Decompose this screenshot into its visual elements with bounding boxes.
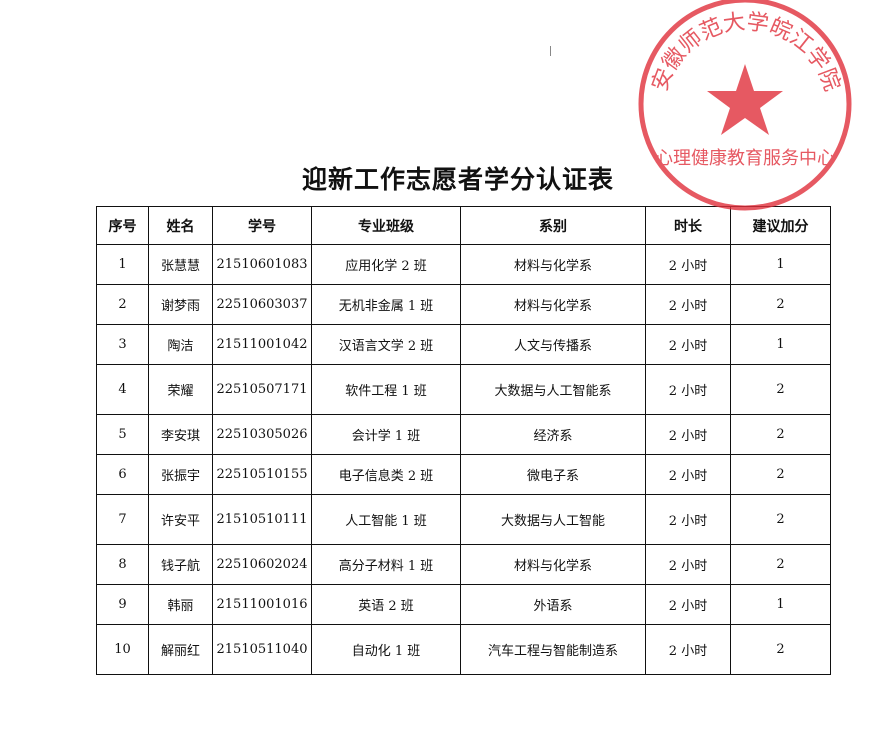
name-cell: 许安平 <box>148 494 213 545</box>
class-cell: 会计学 1 班 <box>311 414 461 455</box>
department-cell: 材料与化学系 <box>460 544 646 585</box>
class-cell: 英语 2 班 <box>311 584 461 625</box>
name-cell: 谢梦雨 <box>148 284 213 325</box>
index-cell: 2 <box>96 284 149 325</box>
duration-cell: 2 小时 <box>645 324 731 365</box>
department-cell: 材料与化学系 <box>460 244 646 285</box>
credit-table: 序号 姓名 学号 专业班级 系别 时长 建议加分 1 张慧慧 21510601083 应用化学 2… <box>96 206 831 675</box>
text-cursor <box>550 46 551 56</box>
index-cell: 3 <box>96 324 149 365</box>
class-cell: 软件工程 1 班 <box>311 364 461 415</box>
index-cell: 1 <box>96 244 149 285</box>
duration-cell: 2 小时 <box>645 454 731 495</box>
student-id-cell: 22510305026 <box>212 414 312 455</box>
column-header: 序号 <box>96 206 149 245</box>
table-row: 8 钱子航 22510602024 高分子材料 1 班材料与化学系 2 小时 2 <box>96 544 831 585</box>
table-row: 2 谢梦雨 22510603037 无机非金属 1 班材料与化学系 2 小时 2 <box>96 284 831 325</box>
duration-cell: 2 小时 <box>645 414 731 455</box>
department-cell: 经济系 <box>460 414 646 455</box>
department-cell: 汽车工程与智能制造系 <box>460 624 646 675</box>
class-cell: 高分子材料 1 班 <box>311 544 461 585</box>
department-cell: 大数据与人工智能 <box>460 494 646 545</box>
seal-top-text: 安徽师范大学皖江学院 <box>648 10 845 95</box>
credit-cell: 2 <box>730 454 831 495</box>
duration-cell: 2 小时 <box>645 624 731 675</box>
table-header-row: 序号 姓名 学号 专业班级 系别 时长 建议加分 <box>96 206 831 245</box>
class-cell: 自动化 1 班 <box>311 624 461 675</box>
student-id-cell: 22510507171 <box>212 364 312 415</box>
duration-cell: 2 小时 <box>645 284 731 325</box>
credit-cell: 2 <box>730 284 831 325</box>
document-title: 迎新工作志愿者学分认证表 <box>301 165 614 194</box>
name-cell: 钱子航 <box>148 544 213 585</box>
index-cell: 8 <box>96 544 149 585</box>
class-cell: 人工智能 1 班 <box>311 494 461 545</box>
class-cell: 无机非金属 1 班 <box>311 284 461 325</box>
index-cell: 4 <box>96 364 149 415</box>
name-cell: 解丽红 <box>148 624 213 675</box>
department-cell: 外语系 <box>460 584 646 625</box>
name-cell: 韩丽 <box>148 584 213 625</box>
column-header: 专业班级 <box>311 206 461 245</box>
table-row: 4 荣耀 22510507171 软件工程 1 班大数据与人工智能系 2 小时 2 <box>96 364 831 415</box>
table-row: 6 张振宇 22510510155 电子信息类 2 班微电子系 2 小时 2 <box>96 454 831 495</box>
table-row: 3 陶洁 21511001042 汉语言文学 2 班人文与传播系 2 小时 1 <box>96 324 831 365</box>
duration-cell: 2 小时 <box>645 244 731 285</box>
student-id-cell: 21510601083 <box>212 244 312 285</box>
student-id-cell: 22510603037 <box>212 284 312 325</box>
name-cell: 张振宇 <box>148 454 213 495</box>
table-row: 1 张慧慧 21510601083 应用化学 2 班材料与化学系 2 小时 1 <box>96 244 831 285</box>
credit-cell: 2 <box>730 494 831 545</box>
name-cell: 荣耀 <box>148 364 213 415</box>
credit-cell: 2 <box>730 364 831 415</box>
index-cell: 6 <box>96 454 149 495</box>
class-cell: 应用化学 2 班 <box>311 244 461 285</box>
credit-cell: 2 <box>730 414 831 455</box>
table-row: 5 李安琪 22510305026 会计学 1 班经济系 2 小时 2 <box>96 414 831 455</box>
index-cell: 7 <box>96 494 149 545</box>
credit-cell: 2 <box>730 544 831 585</box>
duration-cell: 2 小时 <box>645 364 731 415</box>
index-cell: 5 <box>96 414 149 455</box>
department-cell: 人文与传播系 <box>460 324 646 365</box>
student-id-cell: 21511001042 <box>212 324 312 365</box>
name-cell: 张慧慧 <box>148 244 213 285</box>
department-cell: 大数据与人工智能系 <box>460 364 646 415</box>
column-header: 建议加分 <box>730 206 831 245</box>
column-header: 系别 <box>460 206 646 245</box>
class-cell: 汉语言文学 2 班 <box>311 324 461 365</box>
student-id-cell: 21511001016 <box>212 584 312 625</box>
column-header: 学号 <box>212 206 312 245</box>
table-row: 9 韩丽 21511001016 英语 2 班外语系 2 小时 1 <box>96 584 831 625</box>
name-cell: 陶洁 <box>148 324 213 365</box>
credit-cell: 2 <box>730 624 831 675</box>
column-header: 时长 <box>645 206 731 245</box>
name-cell: 李安琪 <box>148 414 213 455</box>
department-cell: 微电子系 <box>460 454 646 495</box>
student-id-cell: 21510510111 <box>212 494 312 545</box>
index-cell: 10 <box>96 624 149 675</box>
credit-cell: 1 <box>730 244 831 285</box>
student-id-cell: 22510602024 <box>212 544 312 585</box>
table-row: 7 许安平 21510510111 人工智能 1 班大数据与人工智能 2 小时 2 <box>96 494 831 545</box>
column-header: 姓名 <box>148 206 213 245</box>
department-cell: 材料与化学系 <box>460 284 646 325</box>
star-icon <box>707 64 783 135</box>
student-id-cell: 22510510155 <box>212 454 312 495</box>
duration-cell: 2 小时 <box>645 544 731 585</box>
student-id-cell: 21510511040 <box>212 624 312 675</box>
credit-cell: 1 <box>730 324 831 365</box>
duration-cell: 2 小时 <box>645 494 731 545</box>
class-cell: 电子信息类 2 班 <box>311 454 461 495</box>
index-cell: 9 <box>96 584 149 625</box>
credit-cell: 1 <box>730 584 831 625</box>
table-row: 10 解丽红 21510511040 自动化 1 班汽车工程与智能制造系 2 小时 2 <box>96 624 831 675</box>
duration-cell: 2 小时 <box>645 584 731 625</box>
